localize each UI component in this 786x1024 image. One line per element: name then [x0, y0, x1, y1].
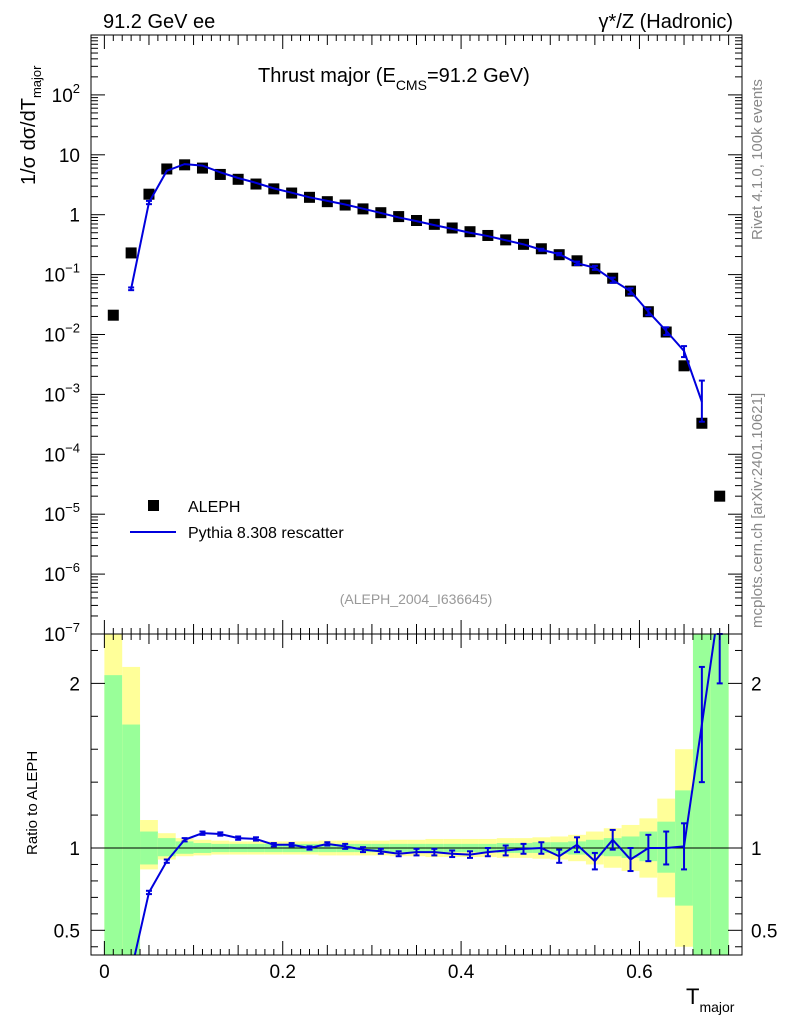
data-point: [250, 178, 262, 190]
y-tick-label-exp: −6: [65, 560, 80, 575]
y-tick-label-exp: −5: [65, 500, 80, 515]
plot-title-tail: =91.2 GeV): [427, 65, 530, 87]
y-axis-label-main: 1/σ dσ/dT: [18, 98, 40, 185]
x-tick-label: 0: [99, 962, 110, 983]
ratio-band-inner: [710, 634, 729, 955]
ratio-panel: 0.5 0.5 1 1 2 2 0 0.2 0.4 0.6: [54, 633, 777, 983]
y-tick-label-exp: −1: [65, 261, 80, 276]
ratio-mc-line: [133, 634, 716, 955]
header-right-label: γ*/Z (Hadronic): [599, 11, 733, 33]
y-axis-label-sub: major: [29, 65, 44, 98]
y-tick-label-base: 10: [44, 326, 65, 347]
data-point: [143, 188, 155, 200]
ratio-y-tick-label-right: 1: [751, 839, 762, 860]
data-point: [107, 309, 119, 321]
rivet-label: Rivet 4.1.0, 100k events: [749, 79, 766, 240]
data-point: [696, 417, 708, 429]
ratio-y-tick-label: 2: [69, 674, 80, 695]
mc-line: [130, 163, 703, 403]
ratio-y-axis-label: Ratio to ALEPH: [24, 751, 41, 855]
ratio-y-tick-label: 0.5: [54, 921, 80, 942]
y-tick-label: 10−6: [44, 560, 80, 586]
x-axis-label-sub: major: [699, 999, 734, 1015]
y-tick-label-exp: −4: [65, 440, 80, 455]
data-point: [214, 168, 226, 180]
y-tick-label-exp: −2: [65, 321, 80, 336]
data-point: [232, 173, 244, 185]
main-frame: [90, 34, 743, 635]
y-tick-label-base: 1: [69, 206, 80, 227]
y-tick-label: 10−1: [44, 261, 80, 287]
y-tick-label-exp: −7: [65, 620, 80, 635]
data-point: [714, 490, 726, 502]
data-point: [196, 162, 208, 174]
ratio-band-inner: [157, 838, 176, 857]
x-axis-label-main: T: [686, 984, 699, 1009]
svg-text:1/σ dσ/dTmajor: 1/σ dσ/dTmajor: [18, 65, 44, 185]
legend-marker-aleph: [148, 500, 159, 511]
y-tick-label: 10−2: [44, 321, 80, 347]
y-tick-label: 10−7: [44, 620, 80, 646]
ratio-frame: [90, 633, 743, 956]
x-tick-label: 0.2: [270, 962, 296, 983]
y-tick-label: 10−4: [44, 440, 80, 466]
y-tick-label-base: 10: [44, 505, 65, 526]
y-tick-label: 102: [52, 81, 80, 107]
y-tick-label-base: 10: [44, 565, 65, 586]
legend-label-aleph: ALEPH: [188, 499, 240, 516]
y-axis-label: 1/σ dσ/dTmajor: [18, 65, 44, 185]
y-tick-label: 10−3: [44, 380, 80, 406]
y-tick-label-base: 10: [52, 86, 73, 107]
ratio-band-inner: [104, 675, 123, 955]
ratio-y-tick-label: 1: [69, 839, 80, 860]
y-tick-label: 1: [69, 206, 80, 227]
analysis-id-label: (ALEPH_2004_I636645): [340, 591, 493, 607]
x-axis-label: Tmajor: [686, 984, 735, 1015]
mcplots-label: mcplots.cern.ch [arXiv:2401.10621]: [749, 393, 766, 628]
y-tick-label-exp: −3: [65, 380, 80, 395]
y-tick-label-base: 10: [44, 445, 65, 466]
y-tick-label: 10−5: [44, 500, 80, 526]
ratio-y-tick-label-right: 2: [751, 674, 762, 695]
x-tick-label: 0.6: [626, 962, 652, 983]
data-point: [161, 163, 173, 175]
y-tick-label-exp: 2: [73, 81, 80, 96]
legend: ALEPH Pythia 8.308 rescatter: [130, 499, 344, 542]
legend-label-pythia: Pythia 8.308 rescatter: [188, 525, 344, 542]
y-tick-label-base: 10: [59, 146, 80, 167]
plot-title: Thrust major (ECMS=91.2 GeV): [258, 65, 530, 93]
ratio-y-tick-label-right: 0.5: [751, 921, 777, 942]
y-tick-label-base: 10: [44, 385, 65, 406]
header-left-label: 91.2 GeV ee: [103, 11, 215, 33]
x-tick-label: 0.4: [448, 962, 475, 983]
data-point: [678, 360, 690, 372]
y-tick-label-base: 10: [44, 266, 65, 287]
ratio-band-inner: [692, 634, 711, 955]
data-point: [125, 247, 137, 259]
plot-title-sub: CMS: [396, 77, 427, 93]
y-tick-label: 10: [59, 146, 80, 167]
ratio-band-inner: [122, 724, 141, 955]
y-tick-label-base: 10: [44, 625, 65, 646]
plot-title-main: Thrust major (E: [258, 65, 396, 87]
